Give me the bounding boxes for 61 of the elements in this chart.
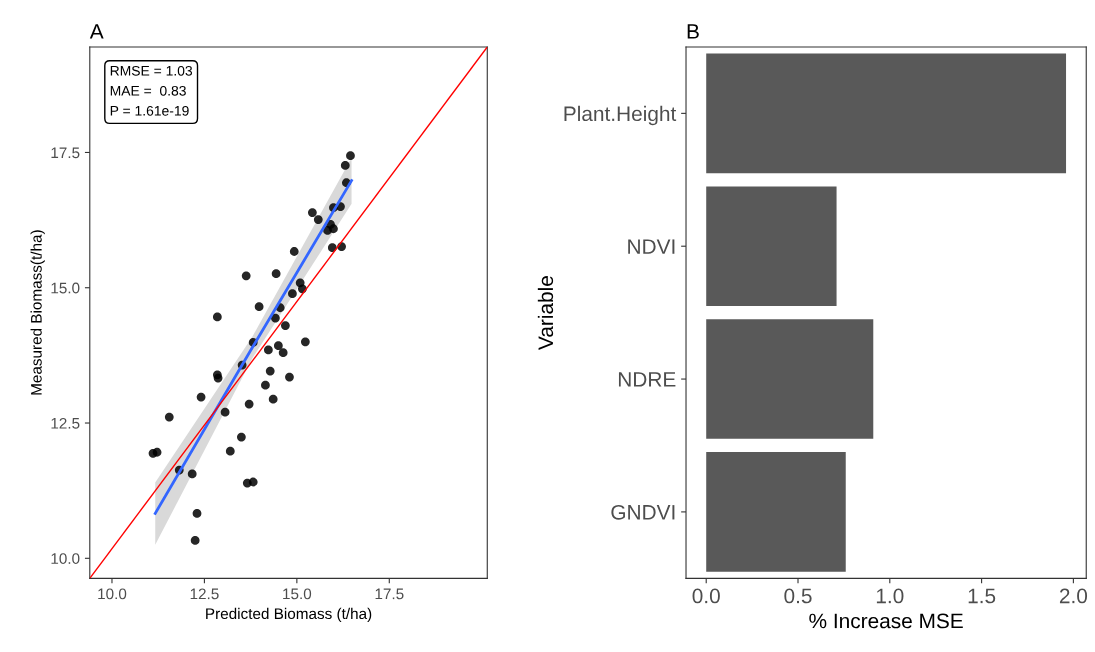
point (300, 337, 310, 347)
y-tick-label: NDRE (618, 372, 676, 387)
point (237, 432, 246, 442)
point (248, 477, 258, 487)
point (254, 302, 264, 312)
point (329, 224, 338, 234)
point (313, 215, 323, 224)
point (187, 469, 197, 479)
point (196, 392, 206, 402)
point (281, 321, 290, 331)
point (220, 407, 230, 417)
x-tick-label: 12.5 (190, 588, 219, 600)
y-tick-label: NDVI (628, 239, 675, 254)
point (164, 412, 174, 422)
y-tick-label: Plant.Height (564, 105, 677, 126)
x-tick-label: 10.0 (98, 588, 127, 600)
y-tick-label: 10.0 (51, 553, 80, 564)
annotation: RMSE = 1.03 (110, 65, 193, 76)
y-tick-label: GNDVI (611, 504, 675, 520)
y-axis-title: Variable (537, 276, 554, 350)
point (288, 289, 297, 299)
point (261, 380, 270, 390)
x-tick-label: 15.0 (283, 588, 312, 600)
point (241, 271, 251, 281)
x-axis-title: % Increase MSE (809, 613, 963, 629)
x-tick-label: 1.5 (968, 588, 996, 604)
x-tick-label: 1.0 (876, 588, 904, 604)
point (268, 394, 278, 404)
y-tick-label: 15.0 (51, 282, 80, 294)
y-axis-title: Measured Biomass(t/ha) (30, 230, 45, 395)
point (190, 536, 200, 545)
point (225, 446, 235, 456)
point (285, 372, 294, 382)
point (307, 208, 317, 217)
point (263, 345, 273, 355)
point (278, 348, 288, 358)
point (289, 247, 299, 256)
x-axis-title: Predicted Biomass (t/ha) (206, 607, 372, 623)
annotation: MAE = 0.83 (110, 85, 186, 96)
x-tick-label: 2.0 (1059, 588, 1088, 604)
chart-title: B (687, 24, 699, 39)
x-tick-label: 17.5 (375, 588, 404, 600)
point (340, 161, 350, 170)
point (152, 447, 162, 457)
point (212, 312, 222, 322)
bar (706, 452, 846, 572)
annotation: P = 1.61e-19 (110, 105, 189, 116)
point (271, 269, 281, 279)
bar (706, 53, 1067, 174)
y-tick-label: 17.5 (51, 147, 80, 159)
bar (706, 319, 874, 439)
point (346, 151, 355, 161)
bar (706, 186, 837, 306)
x-tick-label: 0.0 (692, 588, 720, 604)
y-tick-label: 12.5 (51, 417, 80, 429)
point (273, 341, 283, 351)
point (244, 399, 254, 409)
x-tick-label: 0.5 (784, 588, 812, 604)
chart-title: A (89, 24, 104, 39)
point (192, 509, 202, 518)
point (265, 366, 275, 376)
